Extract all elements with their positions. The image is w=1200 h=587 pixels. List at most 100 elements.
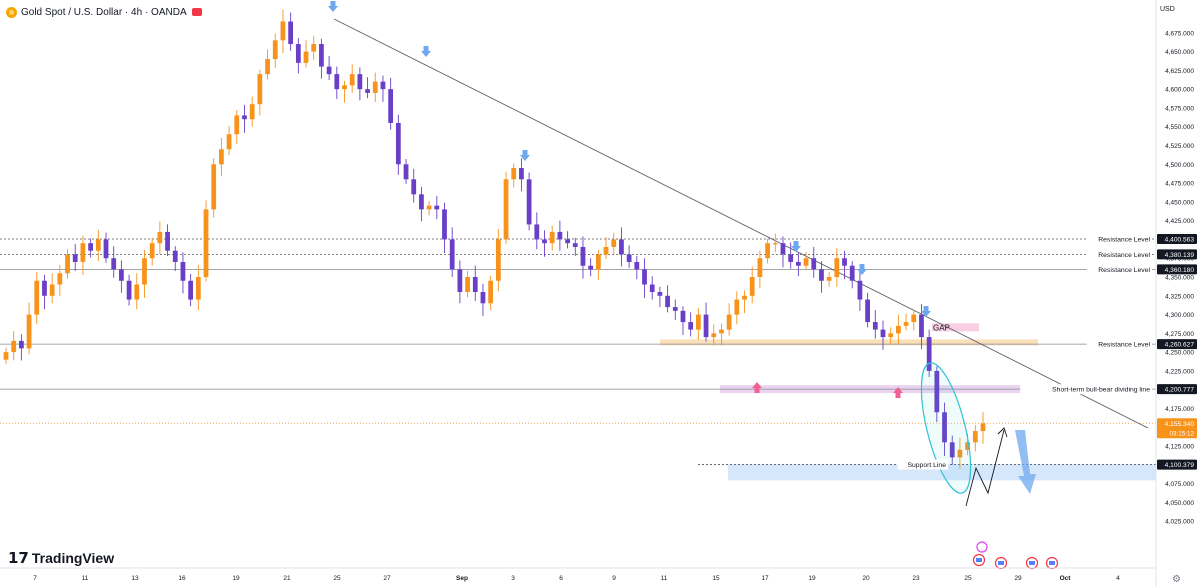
symbol-title: Gold Spot / U.S. Dollar · 4h · OANDA bbox=[21, 6, 187, 18]
candle-body bbox=[265, 59, 270, 75]
candle-body bbox=[911, 314, 917, 323]
bull-candle bbox=[203, 200, 209, 282]
candle-body bbox=[880, 329, 886, 338]
candle-body bbox=[726, 314, 732, 330]
y-tick-label: 4,450.000 bbox=[1165, 199, 1194, 206]
candle-body bbox=[426, 205, 432, 210]
event-flag-icon bbox=[998, 561, 1004, 565]
candle-body bbox=[495, 239, 501, 281]
bear-candle bbox=[126, 274, 132, 306]
x-tick-label: 29 bbox=[1014, 575, 1022, 582]
bull-candle bbox=[219, 137, 224, 177]
y-tick-label: 4,575.000 bbox=[1165, 105, 1194, 112]
candle-body bbox=[65, 254, 70, 274]
candle-body bbox=[611, 239, 617, 247]
bull-candle bbox=[234, 110, 240, 144]
x-tick-label: 3 bbox=[511, 575, 515, 582]
resistance-zone-band bbox=[660, 339, 1038, 346]
bull-candle bbox=[757, 250, 763, 289]
level-label: Resistance Level bbox=[1098, 342, 1150, 349]
bull-candle bbox=[95, 229, 101, 262]
bear-candle bbox=[434, 195, 440, 220]
bull-candle bbox=[34, 271, 40, 325]
bull-candle bbox=[749, 266, 755, 304]
symbol-header[interactable]: Gold Spot / U.S. Dollar · 4h · OANDA bbox=[6, 4, 202, 20]
bull-candle bbox=[726, 303, 732, 336]
candle-body bbox=[742, 295, 747, 300]
bear-candle bbox=[457, 260, 463, 304]
bear-candle bbox=[403, 159, 409, 184]
bear-candle bbox=[811, 246, 817, 278]
lightning-event-icon[interactable] bbox=[976, 541, 988, 553]
projection-arrowhead bbox=[997, 427, 1008, 438]
gold-coin-icon bbox=[6, 6, 17, 18]
bear-candle bbox=[926, 329, 932, 377]
candle-body bbox=[111, 258, 117, 270]
candle-body bbox=[295, 44, 301, 63]
x-tick-label: 25 bbox=[964, 575, 972, 582]
currency-label[interactable]: USD bbox=[1160, 6, 1175, 13]
candle-body bbox=[219, 149, 224, 165]
bear-candle bbox=[19, 334, 24, 361]
bull-candle bbox=[511, 163, 517, 188]
candle-body bbox=[511, 168, 517, 180]
candle-body bbox=[626, 254, 632, 262]
price-axis[interactable] bbox=[1156, 0, 1200, 587]
bear-candle bbox=[619, 227, 624, 267]
bull-candle bbox=[826, 271, 832, 287]
bear-candle bbox=[472, 265, 478, 302]
bull-candle bbox=[803, 252, 809, 271]
x-tick-label: 21 bbox=[283, 575, 291, 582]
flag-icon bbox=[191, 8, 202, 16]
bear-candle bbox=[288, 12, 294, 51]
candle-body bbox=[703, 314, 709, 338]
down-marker-icon bbox=[857, 264, 867, 275]
candle-body bbox=[603, 246, 609, 255]
bear-candle bbox=[326, 56, 332, 81]
current-price-text: 4,155.340 bbox=[1165, 421, 1195, 428]
level-price-text: 4,200.777 bbox=[1165, 387, 1195, 394]
y-tick-label: 4,300.000 bbox=[1165, 312, 1194, 319]
gap-band bbox=[932, 323, 979, 332]
bear-candle bbox=[688, 312, 694, 337]
candle-body bbox=[595, 254, 601, 270]
bull-candle bbox=[372, 72, 378, 102]
y-tick-label: 4,025.000 bbox=[1165, 519, 1194, 526]
candle-body bbox=[188, 280, 194, 300]
candle-body bbox=[965, 442, 970, 450]
bull-candle bbox=[272, 33, 278, 69]
x-tick-label: 25 bbox=[333, 575, 341, 582]
y-tick-label: 4,475.000 bbox=[1165, 181, 1194, 188]
tradingview-logo: 17 TradingView bbox=[8, 549, 114, 567]
candle-body bbox=[26, 314, 32, 349]
bear-candle bbox=[788, 242, 794, 269]
candle-body bbox=[865, 299, 870, 323]
bull-candle bbox=[903, 313, 909, 331]
bull-candle bbox=[488, 275, 494, 311]
level-label-bg bbox=[1086, 264, 1152, 275]
bear-candle bbox=[411, 168, 417, 203]
bear-candle bbox=[565, 231, 570, 249]
bull-candle bbox=[157, 221, 163, 255]
event-flag-icon bbox=[1029, 561, 1035, 565]
bull-candle bbox=[11, 331, 17, 361]
bull-candle bbox=[957, 437, 963, 469]
bull-candle bbox=[772, 233, 778, 253]
x-tick-label: 17 bbox=[761, 575, 769, 582]
projection-path bbox=[965, 429, 1005, 507]
candle-body bbox=[711, 333, 717, 338]
x-tick-label: 27 bbox=[383, 575, 391, 582]
bull-candle bbox=[495, 228, 501, 292]
settings-gear-icon[interactable]: ⚙ bbox=[1172, 574, 1181, 585]
candle-body bbox=[580, 246, 586, 266]
candle-body bbox=[888, 333, 894, 338]
candle-body bbox=[226, 134, 232, 150]
candle-body bbox=[34, 280, 40, 315]
candle-body bbox=[688, 322, 694, 330]
candle-body bbox=[503, 179, 509, 240]
bear-candle bbox=[534, 212, 540, 250]
candle-body bbox=[649, 284, 655, 293]
bear-candle bbox=[165, 224, 170, 256]
level-price-tag bbox=[1157, 339, 1197, 350]
